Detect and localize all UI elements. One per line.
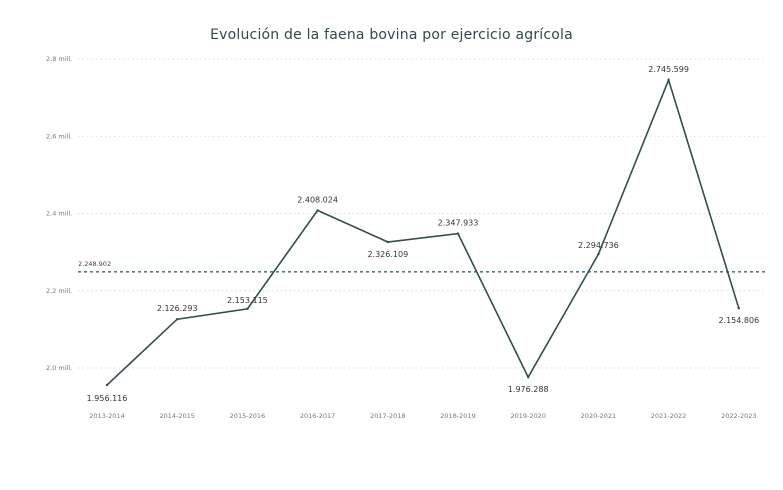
y-tick-label: 2,8 mill.: [46, 55, 72, 63]
x-tick-label: 2020-2021: [581, 412, 616, 420]
data-label: 1.976.288: [508, 385, 549, 394]
data-point: [386, 240, 389, 244]
y-tick-label: 2,2 mill.: [46, 287, 72, 295]
data-label: 2.126.293: [157, 304, 198, 313]
data-label: 2.294.736: [578, 241, 619, 250]
data-point: [105, 383, 109, 387]
y-tick-label: 2,4 mill.: [46, 210, 72, 218]
data-label: 2.154.806: [718, 316, 759, 325]
data-label: 2.347.933: [438, 219, 479, 228]
x-tick-label: 2019-2020: [510, 412, 545, 420]
x-tick-label: 2013-2014: [89, 412, 124, 420]
data-point: [176, 318, 179, 321]
x-tick-label: 2022-2023: [721, 412, 756, 420]
reference-line-label: 2.248.902: [78, 260, 111, 268]
x-tick-label: 2016-2017: [300, 412, 335, 420]
data-label: 2.745.599: [648, 65, 689, 74]
data-point: [667, 78, 670, 82]
x-tick-label: 2015-2016: [230, 412, 265, 420]
x-tick-label: 2014-2015: [159, 412, 194, 420]
data-point: [246, 307, 249, 311]
y-tick-label: 2,6 mill.: [46, 132, 72, 140]
data-point: [456, 232, 460, 235]
data-point: [597, 252, 600, 256]
chart-title: Evolución de la faena bovina por ejercic…: [210, 27, 573, 43]
data-point: [316, 209, 319, 212]
data-point: [737, 307, 740, 310]
data-point: [527, 375, 530, 379]
y-tick-label: 2,0 mill.: [46, 364, 72, 372]
x-tick-label: 2021-2022: [651, 412, 686, 420]
x-tick-label: 2018-2019: [440, 412, 475, 420]
data-label: 2.408.024: [297, 195, 338, 204]
series-line: [106, 77, 740, 386]
x-tick-label: 2017-2018: [370, 412, 405, 420]
data-label: 2.153.115: [227, 296, 268, 305]
data-label: 2.326.109: [367, 250, 408, 259]
data-label: 1.956.116: [87, 394, 128, 403]
